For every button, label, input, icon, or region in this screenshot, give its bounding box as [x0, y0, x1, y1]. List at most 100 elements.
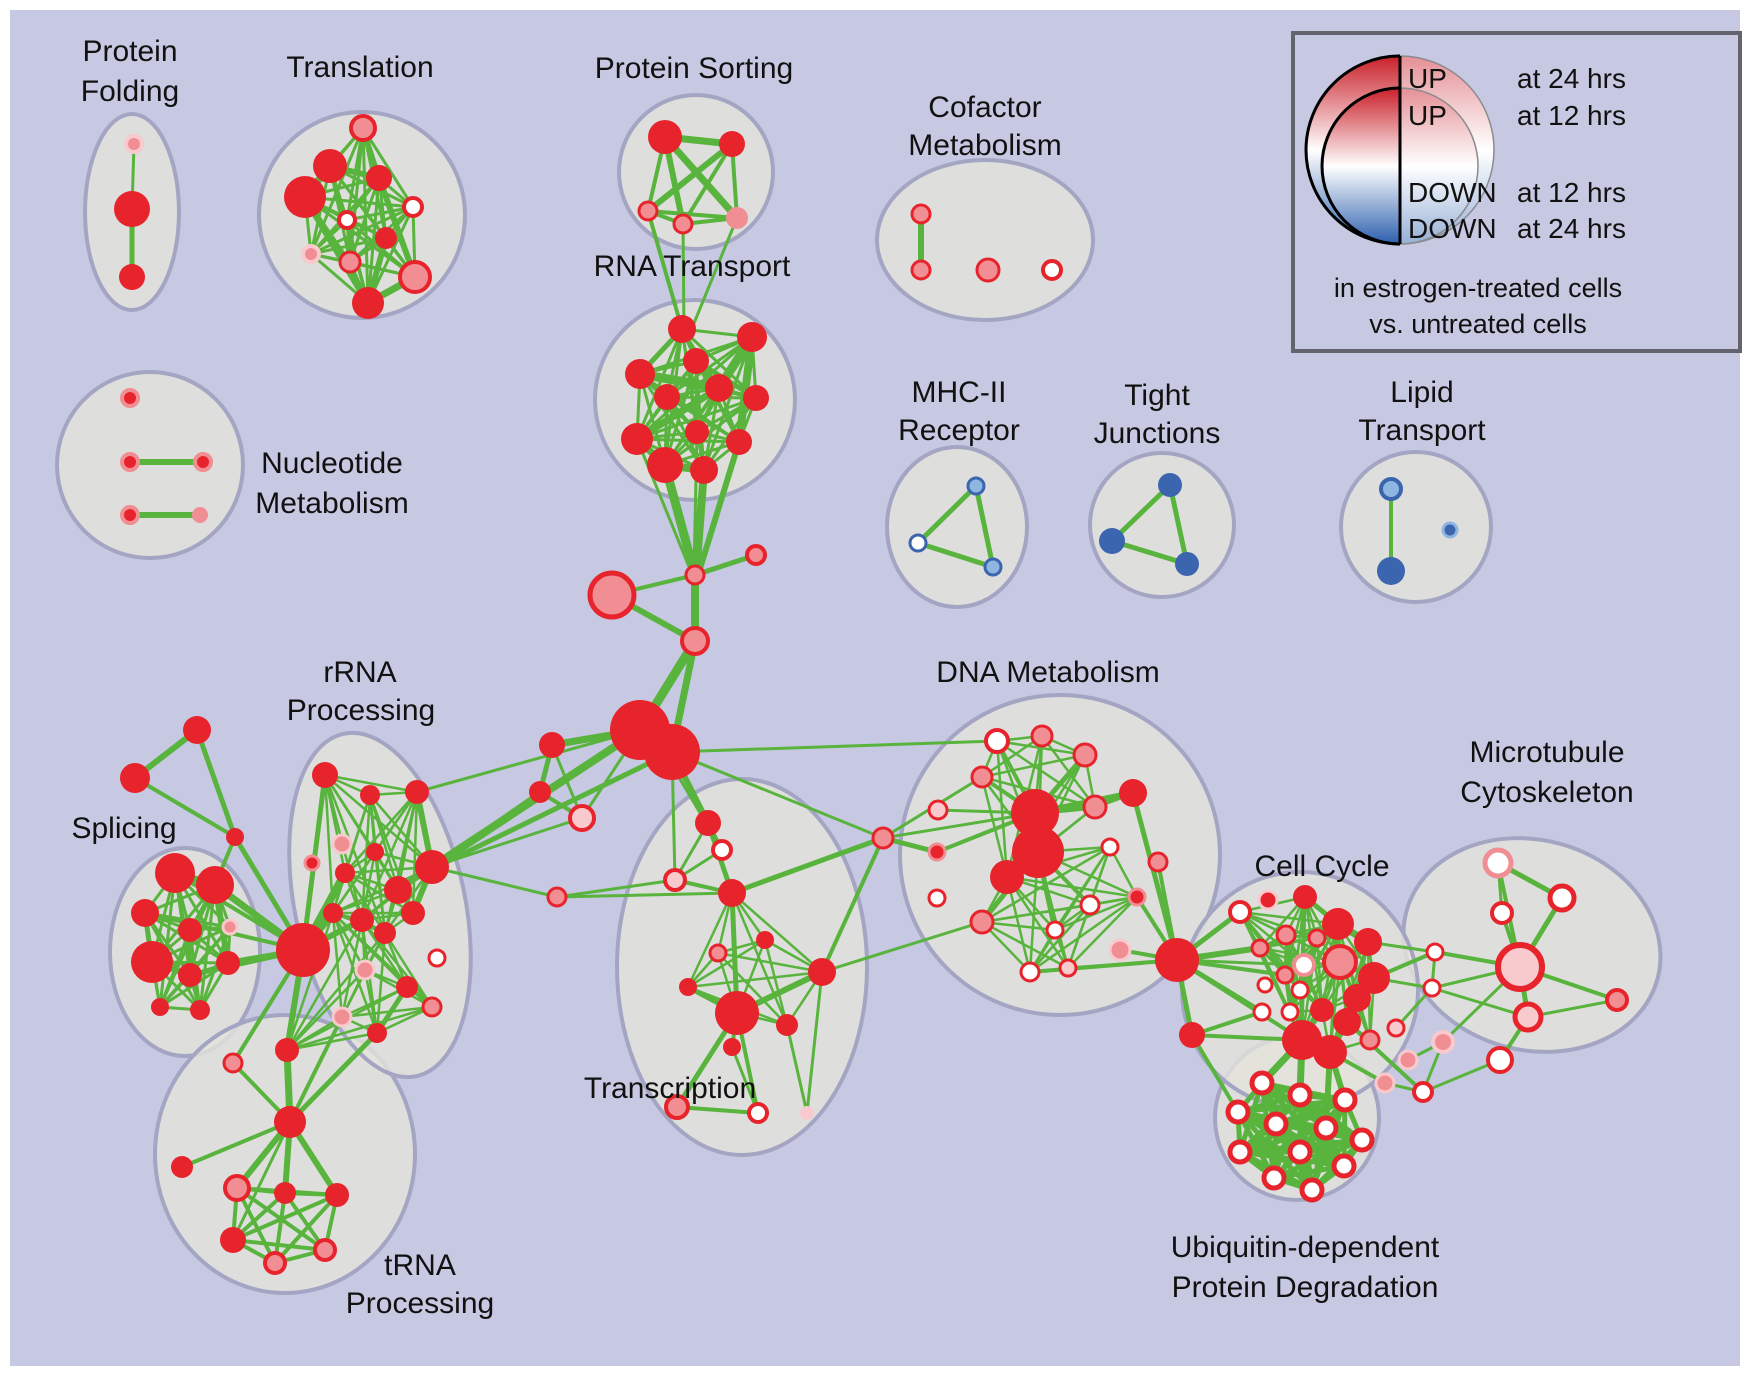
- legend-direction-label: DOWN: [1408, 213, 1497, 244]
- gene-node-rrna-processing: [367, 1023, 387, 1043]
- gene-node-ubiquitin-degradation: [1332, 1087, 1358, 1113]
- cross-cluster-edge: [430, 816, 584, 869]
- cluster-label-splicing: Splicing: [71, 812, 176, 845]
- gene-node-lipid-transport: [1441, 521, 1459, 539]
- gene-node-microtubule-cytoskeleton: [1512, 1001, 1544, 1033]
- gene-node-translation: [338, 250, 362, 274]
- cluster-label-nucleotide-metabolism: Metabolism: [255, 487, 408, 520]
- gene-node-rrna-processing: [222, 1052, 244, 1074]
- cross-cluster-edge: [695, 439, 742, 578]
- legend-time-label: at 24 hrs: [1517, 213, 1626, 244]
- cross-cluster-edge: [288, 1015, 344, 1124]
- gene-node-cell-cycle: [1310, 998, 1334, 1022]
- legend-time-label: at 12 hrs: [1517, 100, 1626, 131]
- gene-node-ubiquitin-degradation: [1349, 1127, 1375, 1153]
- gene-node-cell-cycle: [1293, 885, 1317, 909]
- gene-node-splicing: [120, 763, 150, 793]
- cluster-label-rrna-processing: Processing: [287, 694, 435, 727]
- gene-node-dna-metabolism: [1108, 938, 1132, 962]
- gene-node-transcription: [718, 879, 746, 907]
- gene-node-rna-transport: [743, 385, 769, 411]
- edge-rna-transport: [633, 384, 723, 443]
- gene-node-translation: [366, 165, 392, 191]
- mesh-edge-translation: [309, 236, 388, 256]
- mesh-edge-dna-metabolism: [980, 920, 1070, 970]
- gene-node-rrna-processing: [335, 863, 355, 883]
- gene-node-trna-processing: [220, 1227, 246, 1253]
- edge-trna-processing: [231, 1120, 292, 1242]
- edge-tight-junctions: [1109, 538, 1190, 567]
- cross-cluster-edge: [881, 811, 1037, 840]
- legend-box: [1291, 31, 1742, 353]
- cross-cluster-edge: [430, 790, 542, 869]
- mesh-edge-dna-metabolism: [980, 753, 1087, 779]
- gene-node-ubiquitin-degradation: [1313, 1115, 1339, 1141]
- cluster-label-lipid-transport: Transport: [1358, 414, 1486, 447]
- gene-node-rna-transport: [621, 423, 653, 455]
- gene-node-dna-metabolism: [927, 842, 947, 862]
- gene-node-connector-chain: [568, 804, 596, 832]
- gene-node-trna-processing: [325, 1183, 349, 1207]
- gene-node-cell-cycle: [1228, 900, 1252, 924]
- mesh-edge-transcription: [686, 891, 734, 989]
- cluster-label-microtubule-cytoskeleton: Cytoskeleton: [1460, 776, 1633, 809]
- gene-node-rrna-processing: [401, 901, 425, 925]
- gene-node-connector-chain: [745, 544, 767, 566]
- gene-node-connector-chain: [539, 732, 565, 758]
- gene-node-splicing: [178, 918, 202, 942]
- gene-node-rna-transport: [685, 420, 709, 444]
- gene-node-cofactor-metabolism: [910, 259, 932, 281]
- mesh-edge-splicing: [158, 871, 177, 1009]
- gene-node-trna-processing: [274, 1182, 296, 1204]
- gene-node-splicing: [155, 853, 195, 893]
- gene-node-dna-metabolism: [1030, 724, 1054, 748]
- mesh-edge-rrna-processing: [340, 918, 364, 1019]
- gene-node-ubiquitin-degradation: [1227, 1139, 1253, 1165]
- gene-node-translation: [398, 260, 432, 294]
- gene-node-rrna-processing: [312, 762, 338, 788]
- gene-node-connector-chain: [680, 626, 710, 656]
- gene-node-tight-junctions: [1099, 528, 1125, 554]
- cluster-label-mhc-ii-receptor: Receptor: [898, 414, 1020, 447]
- gene-node-mhc-ii-receptor: [908, 533, 928, 553]
- gene-node-microtubule-cytoskeleton: [1374, 1072, 1396, 1094]
- cross-cluster-edge: [820, 836, 885, 974]
- cross-cluster-edge: [1190, 1033, 1240, 1114]
- gene-node-translation: [375, 227, 397, 249]
- gene-node-microtubule-cytoskeleton: [1482, 847, 1514, 879]
- gene-node-translation: [402, 196, 424, 218]
- gene-node-transcription: [800, 1106, 814, 1120]
- mesh-edge-rna-transport: [635, 437, 741, 444]
- gene-node-transcription: [747, 1102, 769, 1124]
- gene-node-splicing: [216, 951, 240, 975]
- cluster-label-dna-metabolism: DNA Metabolism: [936, 656, 1159, 689]
- gene-node-cofactor-metabolism: [1041, 259, 1063, 281]
- cluster-label-ubiquitin-degradation: Ubiquitin-dependent: [1171, 1231, 1440, 1264]
- cross-cluster-edge: [415, 728, 642, 794]
- mesh-edge-transcription: [716, 951, 789, 1027]
- mesh-edge-rrna-processing: [285, 931, 387, 1052]
- gene-node-splicing: [178, 963, 202, 987]
- gene-node-splicing: [226, 828, 244, 846]
- gene-node-nucleotide-metabolism: [192, 507, 208, 523]
- edge-protein-sorting: [661, 133, 741, 222]
- cluster-label-tight-junctions: Junctions: [1094, 417, 1221, 450]
- gene-node-transcription: [808, 958, 836, 986]
- legend-inner-left-arc: [1320, 86, 1401, 246]
- gene-node-cell-cycle: [1322, 944, 1358, 980]
- gene-node-nucleotide-metabolism: [120, 505, 140, 525]
- gene-node-transcription: [756, 931, 774, 949]
- gene-node-trna-processing: [223, 1174, 251, 1202]
- gene-node-cell-cycle: [1307, 928, 1327, 948]
- cluster-label-cofactor-metabolism: Metabolism: [908, 129, 1061, 162]
- edge-trna-processing: [180, 1120, 292, 1169]
- gene-node-dna-metabolism: [1012, 826, 1064, 878]
- gene-node-protein-folding: [119, 264, 145, 290]
- cross-cluster-edge: [430, 865, 559, 899]
- gene-node-rrna-processing: [384, 876, 412, 904]
- cross-cluster-edge: [287, 1030, 380, 1125]
- gene-node-cell-cycle: [1354, 928, 1382, 956]
- mesh-edge-translation: [345, 205, 415, 222]
